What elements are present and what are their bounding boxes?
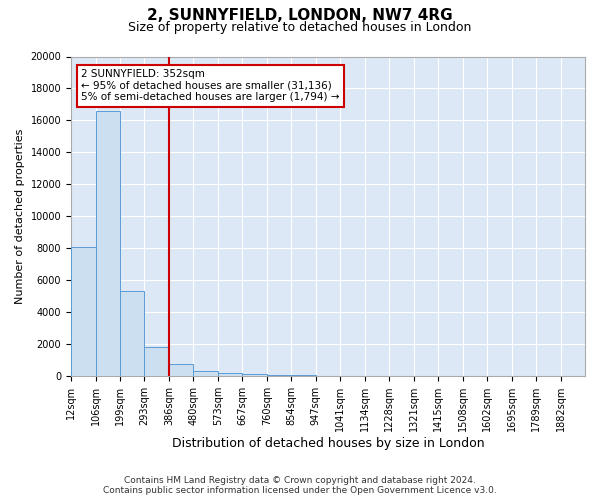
Bar (218, 373, 242, 376)
Bar (95, 111, 120, 376)
Bar (120, 292, 145, 376)
Bar (145, 346, 169, 376)
Bar (71, 246, 95, 376)
Y-axis label: Number of detached properties: Number of detached properties (15, 128, 25, 304)
Bar (242, 374, 267, 376)
Text: 2 SUNNYFIELD: 352sqm
← 95% of detached houses are smaller (31,136)
5% of semi-de: 2 SUNNYFIELD: 352sqm ← 95% of detached h… (82, 70, 340, 102)
Text: 2, SUNNYFIELD, LONDON, NW7 4RG: 2, SUNNYFIELD, LONDON, NW7 4RG (147, 8, 453, 22)
Text: Contains HM Land Registry data © Crown copyright and database right 2024.
Contai: Contains HM Land Registry data © Crown c… (103, 476, 497, 495)
Text: Size of property relative to detached houses in London: Size of property relative to detached ho… (128, 21, 472, 34)
X-axis label: Distribution of detached houses by size in London: Distribution of detached houses by size … (172, 437, 484, 450)
Bar (267, 375, 292, 376)
Bar (169, 364, 193, 376)
Bar (193, 372, 218, 376)
